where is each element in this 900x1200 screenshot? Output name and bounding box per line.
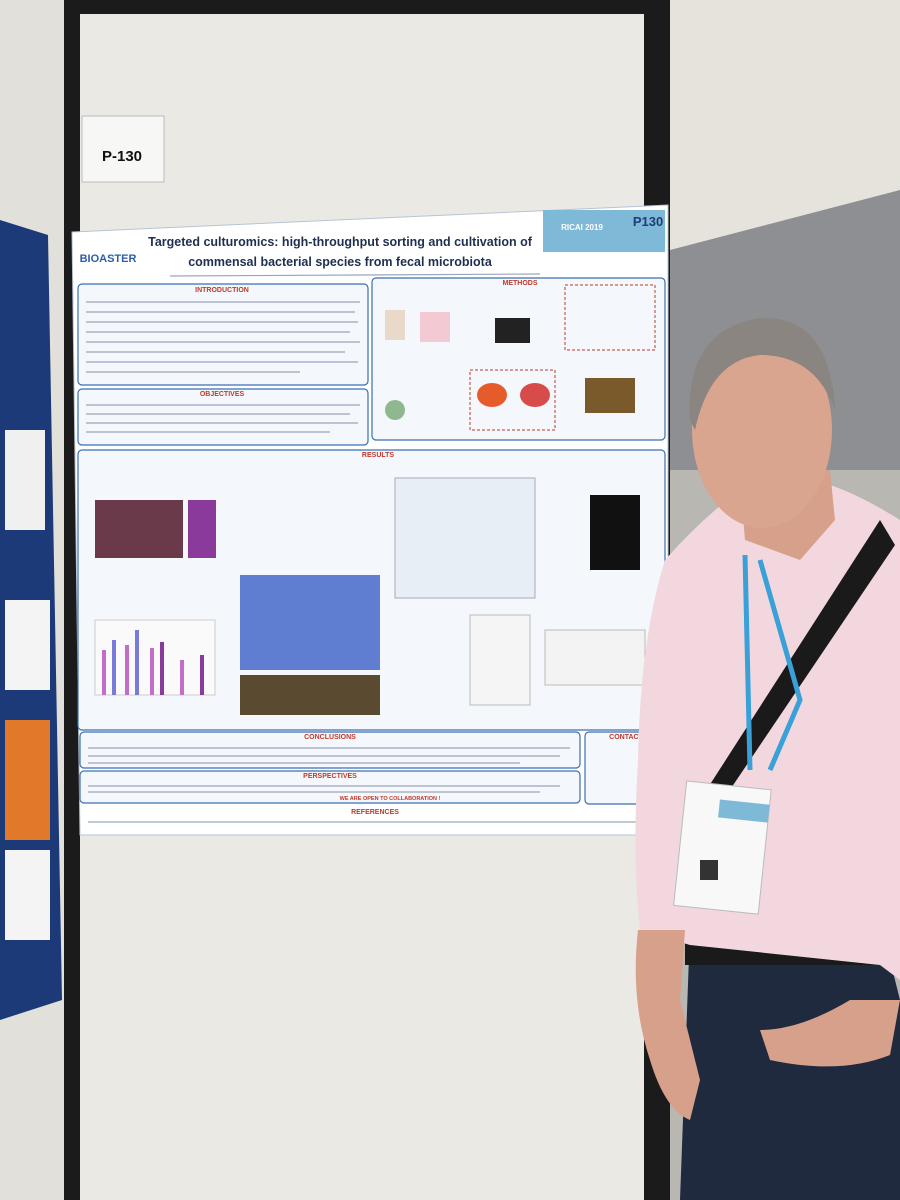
poster-corner-banner — [543, 210, 665, 252]
section-header: REFERENCES — [351, 809, 399, 816]
author-line — [169, 273, 541, 277]
poster-title: Targeted culturomics: high-throughput so… — [148, 235, 533, 249]
poster-number: P130 — [633, 214, 663, 229]
text-lines — [88, 785, 560, 793]
text-lines — [86, 404, 360, 433]
board-frame-top — [64, 0, 670, 14]
section-box — [79, 770, 581, 804]
board-label — [81, 115, 165, 183]
left-poster-panel — [5, 430, 45, 530]
section-header: INTRODUCTION — [195, 287, 249, 294]
section-box — [77, 283, 369, 386]
section-box — [77, 388, 369, 446]
section-header: RESULTS — [362, 452, 394, 459]
section-header: CONTACT — [609, 734, 643, 741]
board-number: P-130 — [102, 148, 142, 165]
logo: BIOASTER — [80, 253, 137, 265]
conference-badge: RICAI 2019 — [561, 223, 603, 232]
section-header: OBJECTIVES — [200, 391, 245, 398]
left-poster-panel — [5, 720, 50, 840]
poster-title: commensal bacterial species from fecal m… — [188, 255, 493, 269]
results-figures — [94, 477, 646, 715]
person — [635, 317, 900, 1200]
left-poster-panel — [5, 600, 50, 690]
section-header: METHODS — [503, 280, 538, 287]
text-lines — [86, 301, 360, 373]
text-lines — [88, 747, 570, 764]
section-box — [79, 731, 581, 769]
methods-diagram — [385, 284, 656, 431]
section-box — [371, 277, 666, 441]
section-header: PERSPECTIVES — [303, 773, 357, 780]
section-header: CONCLUSIONS — [304, 734, 356, 741]
left-poster-panel — [5, 850, 50, 940]
slogan: WE ARE OPEN TO COLLABORATION ! — [340, 796, 441, 802]
